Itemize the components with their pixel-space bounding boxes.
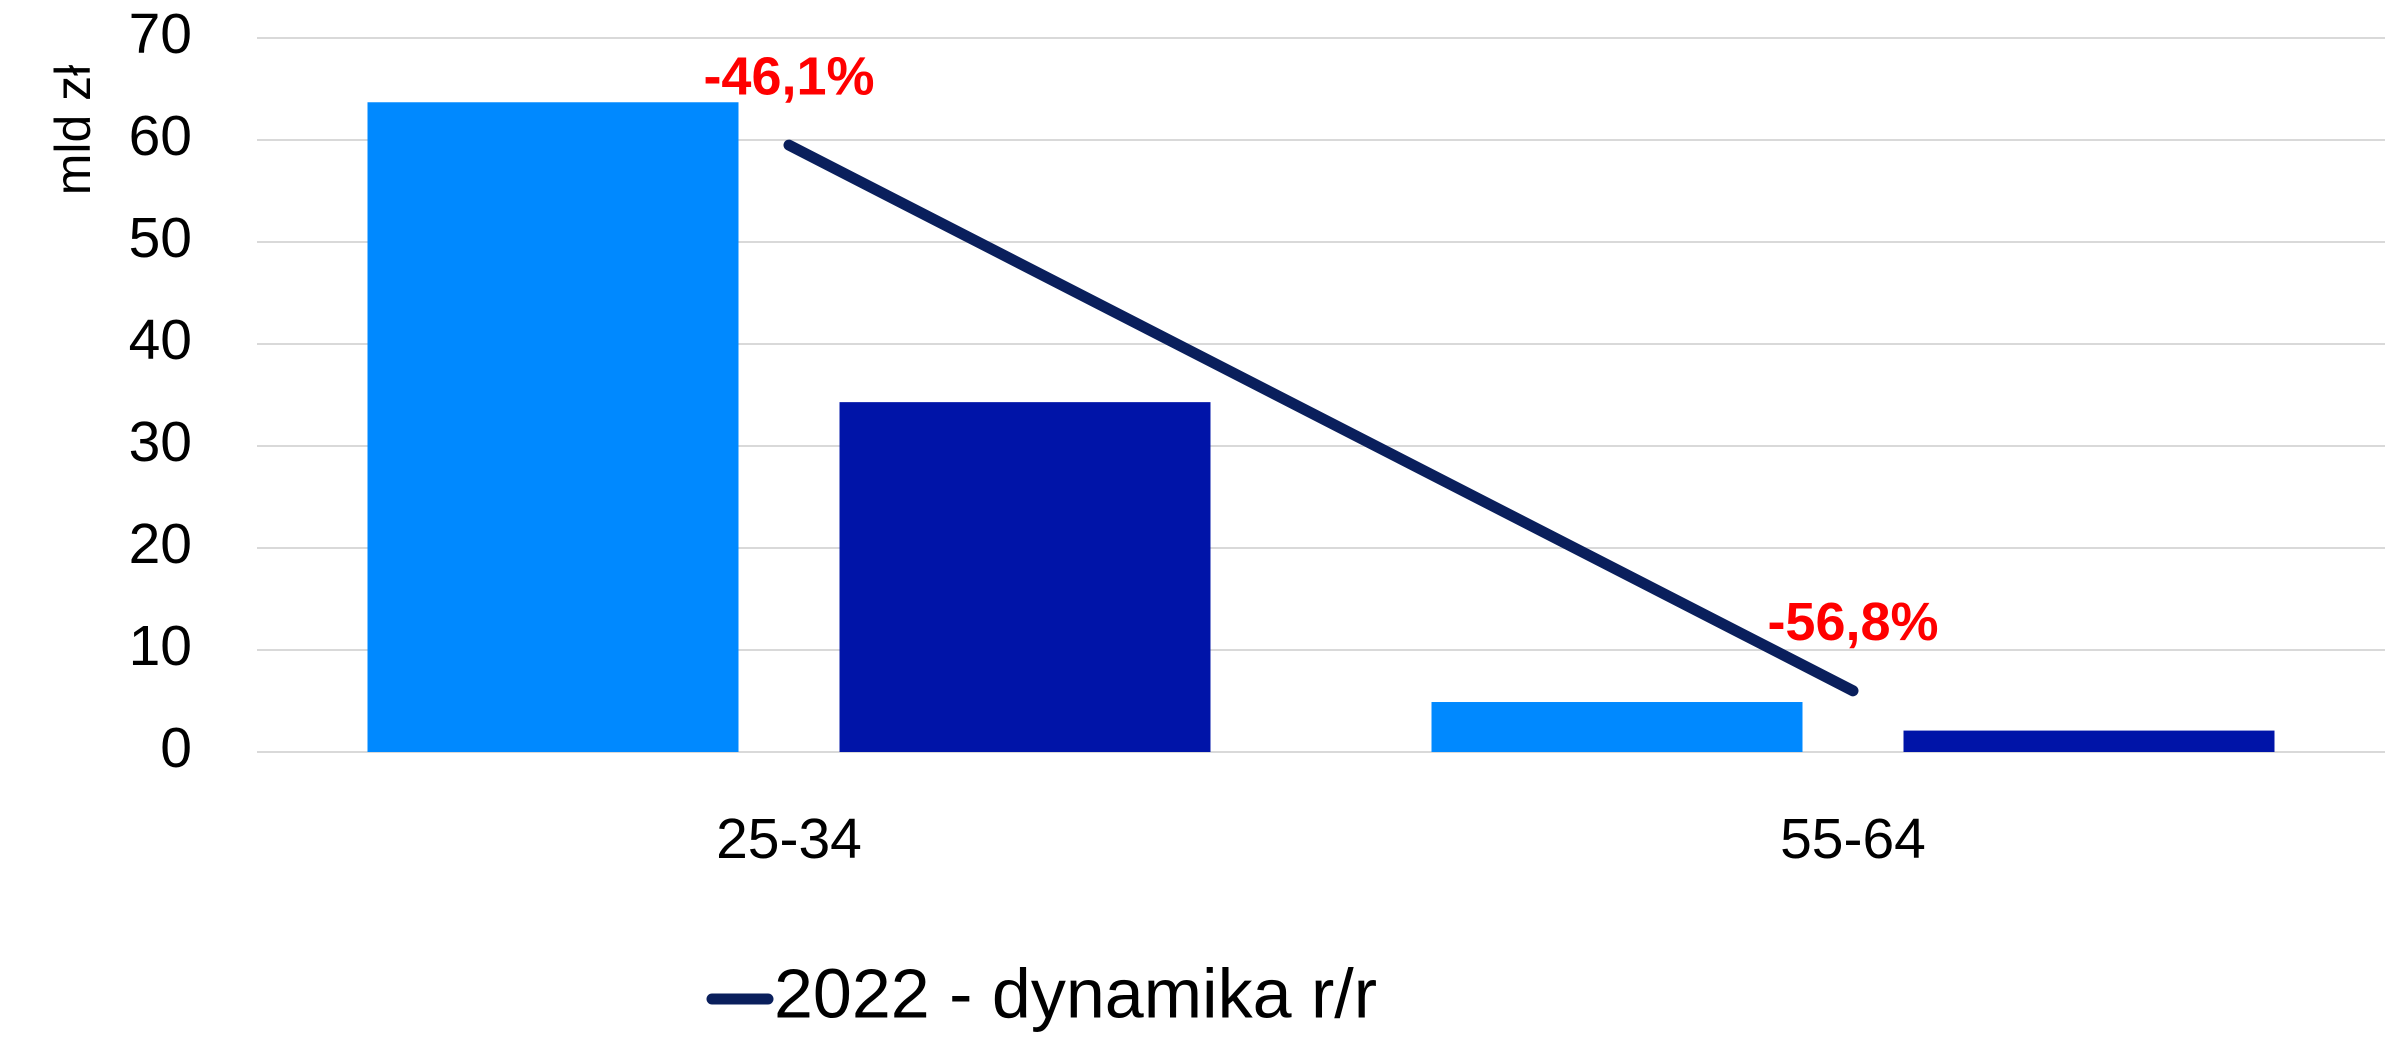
y-axis-label: mld zł: [45, 65, 101, 196]
y-tick-label: 50: [129, 206, 192, 270]
legend-label: 2022 - dynamika r/r: [774, 954, 1377, 1032]
y-tick-label: 0: [160, 716, 192, 780]
data-label: -56,8%: [1767, 592, 1938, 652]
x-tick-label: 25-34: [716, 807, 862, 871]
y-tick-label: 10: [129, 614, 192, 678]
y-tick-label: 30: [129, 410, 192, 474]
line: [783, 139, 1859, 697]
y-tick-label: 40: [129, 308, 192, 372]
y-tick-label: 20: [129, 512, 192, 576]
bar: [1431, 702, 1803, 752]
x-tick-label: 55-64: [1780, 807, 1926, 871]
y-tick-label: 70: [129, 2, 192, 66]
bar: [839, 402, 1211, 752]
bar: [1903, 730, 2275, 752]
bar: [367, 102, 739, 752]
data-label: -46,1%: [703, 46, 874, 106]
y-tick-label: 60: [129, 104, 192, 168]
